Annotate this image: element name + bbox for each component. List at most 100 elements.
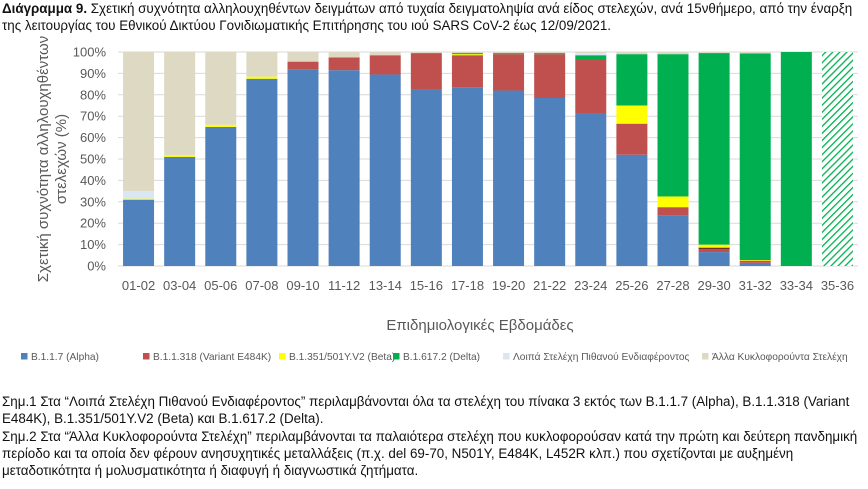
bar-segment-5 [205, 52, 237, 125]
x-tick-label: 31-32 [739, 278, 772, 293]
y-tick-label: 100% [73, 45, 107, 60]
x-tick-label: 35-36 [821, 278, 854, 293]
y-tick-label: 10% [80, 237, 106, 252]
x-tick-label: 01-02 [122, 278, 155, 293]
chart-title: Διάγραμμα 9. Σχετική συχνότητα αλληλουχη… [2, 0, 862, 34]
bar-segment-1 [328, 57, 360, 71]
bar-segment-2 [698, 244, 730, 248]
y-tick-label: 70% [80, 109, 106, 124]
y-tick-label: 80% [80, 87, 106, 102]
bar-segment-3 [534, 53, 566, 55]
stacked-bar-chart: 0%10%20%30%40%50%60%70%80%90%100% 01-02 0… [21, 36, 858, 363]
bar-segment-0 [698, 252, 730, 266]
bar-segment-5 [575, 52, 607, 54]
bar-segment-0 [287, 69, 319, 267]
bar-segment-0 [657, 215, 689, 266]
bar-segment-2 [616, 105, 648, 124]
bar-segment-0 [328, 70, 360, 266]
bar-segment-1 [369, 55, 401, 75]
bar-segment-5 [287, 52, 319, 62]
x-tick-label: 21-22 [533, 278, 566, 293]
y-axis-title-line: Σχετική συχνότητα αλληλουχηθέντων [35, 36, 52, 282]
bar-segment-5 [369, 52, 401, 56]
x-tick-label: 25-26 [615, 278, 648, 293]
bar-segment-0 [205, 126, 237, 267]
bar-segment-5 [657, 52, 689, 55]
gridlines [118, 51, 858, 267]
chart-title-prefix: Διάγραμμα 9. [2, 1, 88, 16]
legend-label: B.1.1.318 (Variant E484K) [153, 352, 271, 363]
legend-swatch [143, 353, 150, 360]
x-axis-title: Επιδημιολογικές Εβδομάδες [386, 317, 573, 334]
y-tick-label: 90% [80, 66, 106, 81]
bar-segment-5 [410, 52, 442, 54]
x-tick-label: 17-18 [451, 278, 484, 293]
bar-segment-3 [698, 53, 730, 245]
bar-segment-delta-hatched [821, 52, 853, 266]
bar-segment-2 [451, 54, 483, 56]
bar-segment-5 [123, 52, 155, 192]
bar-segment-1 [534, 54, 566, 99]
legend-swatch [279, 353, 286, 360]
bar-segment-5 [616, 52, 648, 55]
legend-swatch [702, 353, 709, 360]
bar-segment-3 [493, 53, 525, 55]
bar-segment-4 [575, 53, 607, 56]
x-tick-label: 29-30 [697, 278, 730, 293]
footnotes: Σημ.1 Στα “Λοιπά Στελέχη Πιθανού Ενδιαφέ… [2, 393, 864, 479]
legend-swatch [21, 353, 28, 360]
bar-segment-3 [451, 53, 483, 55]
y-tick-label: 50% [80, 152, 106, 167]
x-tick-label: 19-20 [492, 278, 525, 293]
bar-segment-1 [451, 55, 483, 88]
bar-segment-2 [739, 260, 771, 261]
bar-segment-2 [123, 198, 155, 200]
x-tick-label: 13-14 [369, 278, 402, 293]
y-tick-label: 20% [80, 216, 106, 231]
y-axis-title: Σχετική συχνότητα αλληλουχηθέντωνστελεχώ… [35, 36, 70, 282]
y-tick-label: 30% [80, 194, 106, 209]
bar-segment-1 [739, 260, 771, 263]
y-tick-label: 0% [87, 259, 106, 274]
bar-segment-0 [123, 199, 155, 266]
bar-segment-2 [657, 196, 689, 208]
bar-segment-0 [739, 262, 771, 266]
bar-segment-0 [616, 154, 648, 266]
bar-segment-2 [246, 76, 278, 79]
bar-segment-1 [616, 123, 648, 155]
bar-segment-5 [328, 52, 360, 58]
x-axis-ticks: 01-02 03-04 05-06 07-08 09-10 11-12 13-14 15-16… [122, 278, 854, 293]
x-tick-label: 05-06 [204, 278, 237, 293]
legend-swatch [393, 353, 400, 360]
bar-segment-1 [575, 59, 607, 113]
bar-segment-0 [164, 156, 196, 266]
legend-label: Άλλα Κυκλοφορούντα Στελέχη [712, 351, 848, 363]
bar-segment-3 [780, 52, 812, 266]
bar-segment-5 [698, 52, 730, 54]
bar-segment-5 [246, 52, 278, 77]
footnote-2: Σημ.2 Στα “Άλλα Κυκλοφορούντα Στελέχη” π… [2, 428, 858, 479]
bar-segment-4 [123, 191, 155, 199]
legend-label: Λοιπά Στελέχη Πιθανού Ενδιαφέροντος [513, 351, 689, 363]
bar-segment-0 [246, 78, 278, 266]
bar-segment-5 [534, 52, 566, 54]
bar-segment-0 [493, 90, 525, 267]
bars [123, 52, 853, 267]
x-tick-label: 07-08 [245, 278, 278, 293]
footnote-1: Σημ.1 Στα “Λοιπά Στελέχη Πιθανού Ενδιαφέ… [2, 394, 850, 427]
x-tick-label: 11-12 [328, 278, 360, 293]
y-axis-ticks: 0% 10% 20% 30% 40% 50% 60% 70% 80% 90% 100% [73, 45, 107, 274]
bar-segment-2 [164, 155, 196, 157]
bar-segment-1 [410, 53, 442, 90]
bar-segment-0 [410, 89, 442, 266]
bar-segment-3 [657, 54, 689, 197]
x-tick-label: 09-10 [286, 278, 319, 293]
bar-segment-5 [451, 52, 483, 54]
bar-segment-0 [451, 87, 483, 266]
x-tick-label: 33-34 [780, 278, 813, 293]
legend: B.1.1.7 (Alpha) B.1.1.318 (Variant E484K)… [21, 351, 848, 363]
x-tick-label: 03-04 [163, 278, 196, 293]
bar-segment-5 [164, 52, 196, 156]
bar-segment-1 [493, 54, 525, 91]
bar-segment-3 [616, 54, 648, 106]
